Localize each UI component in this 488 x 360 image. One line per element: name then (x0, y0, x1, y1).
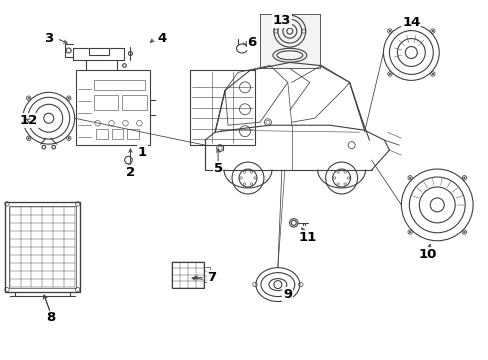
Text: 9: 9 (283, 288, 292, 301)
Circle shape (431, 73, 433, 75)
Circle shape (388, 73, 390, 75)
Bar (95, 129, 107, 139)
Circle shape (388, 30, 390, 32)
Bar (93, 80, 145, 90)
Circle shape (408, 177, 410, 179)
Text: 14: 14 (401, 16, 420, 29)
Bar (172, 262, 203, 288)
Text: 1: 1 (138, 145, 147, 159)
Text: 4: 4 (157, 32, 166, 45)
Text: 2: 2 (125, 166, 135, 179)
Bar (76, 71, 150, 145)
Text: 5: 5 (213, 162, 222, 175)
Text: 3: 3 (44, 32, 53, 45)
Text: 12: 12 (20, 114, 38, 127)
Text: 7: 7 (207, 271, 216, 284)
Circle shape (463, 177, 464, 179)
Text: 11: 11 (298, 231, 316, 244)
Bar (127, 129, 139, 139)
Text: 13: 13 (272, 14, 290, 27)
Circle shape (463, 231, 464, 233)
Text: 8: 8 (46, 311, 55, 324)
Bar (88, 48, 108, 55)
Circle shape (431, 30, 433, 32)
Bar (122, 95, 147, 110)
Text: 6: 6 (247, 36, 256, 49)
Text: 10: 10 (417, 248, 436, 261)
Bar (5, 202, 80, 292)
Bar (260, 14, 319, 68)
Bar (190, 71, 254, 145)
Bar (203, 267, 210, 282)
Circle shape (68, 97, 69, 99)
Bar (93, 95, 118, 110)
Circle shape (408, 231, 410, 233)
Circle shape (28, 97, 29, 99)
Circle shape (68, 138, 69, 139)
Bar (111, 129, 123, 139)
Bar (9, 206, 76, 288)
Circle shape (28, 138, 29, 139)
Bar (260, 14, 319, 68)
